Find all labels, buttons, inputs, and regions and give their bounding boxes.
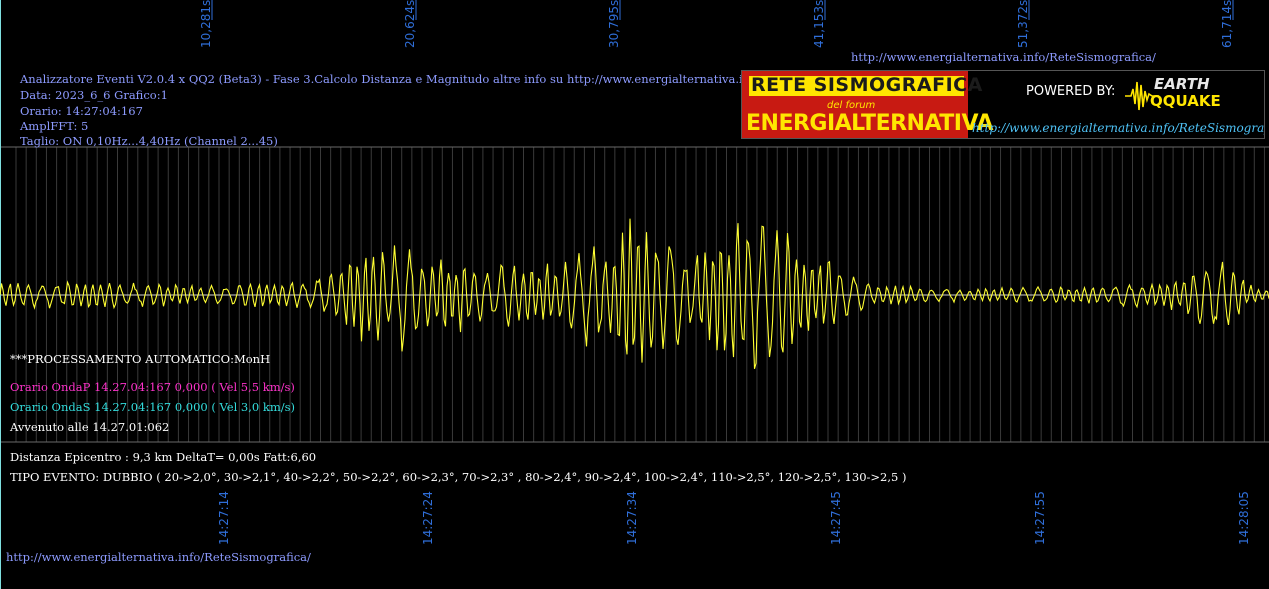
header-title: Analizzatore Eventi V2.0.4 x QQ2 (Beta3)…	[20, 72, 821, 86]
logo-yellow-bar	[749, 76, 964, 96]
bottom-tick-label: 14:27:45	[829, 491, 843, 545]
logo-subtitle: del forum	[827, 100, 876, 111]
bottom-tick-label: 14:28:05	[1237, 491, 1251, 545]
logo-brand: ENERGIALTERNATIVA	[746, 111, 994, 136]
top-tick-label: 51,372s	[1016, 0, 1030, 48]
event-time: Avvenuto alle 14.27.01:062	[10, 420, 170, 434]
top-tick-label: 30,795s	[607, 0, 621, 48]
top-tick-label: 41,153s	[812, 0, 826, 48]
bottom-tick-label: 14:27:24	[421, 491, 435, 545]
logo-title: RETE SISMOGRAFICA	[751, 74, 983, 96]
earthquake-logo-top: EARTH	[1154, 75, 1210, 93]
rete-sismografica-logo: RETE SISMOGRAFICA del forum ENERGIALTERN…	[741, 70, 1265, 139]
top-time-axis: 10,281s 20,624s 30,795s 41,153s 51,372s 61,71…	[199, 0, 1234, 48]
bottom-tick-label: 14:27:14	[217, 491, 231, 545]
bottom-site-link[interactable]: http://www.energialternativa.info/ReteSi…	[6, 550, 311, 564]
epicenter-distance: Distanza Epicentro : 9,3 km DeltaT= 0,00…	[10, 450, 317, 464]
header-ampl: AmplFFT: 5	[20, 119, 89, 133]
logo-site-link[interactable]: http://www.energialternativa.info/ReteSi…	[972, 121, 1265, 135]
bottom-clock-axis: 14:27:14 14:27:24 14:27:34 14:27:45 14:27:55…	[217, 491, 1251, 545]
seismic-trace	[0, 218, 1269, 369]
powered-by-label: POWERED BY:	[1026, 84, 1116, 99]
earthquake-logo-bottom: QQUAKE	[1150, 92, 1221, 110]
header-time: Orario: 14:27:04:167	[20, 104, 143, 118]
top-tick-label: 61,714s	[1220, 0, 1234, 48]
processing-label: ***PROCESSAMENTO AUTOMATICO:MonH	[10, 352, 271, 366]
seismograph-icon	[1125, 81, 1159, 111]
onda-s-time: Orario OndaS 14.27.04:167 0,000 ( Vel 3,…	[10, 400, 296, 414]
event-type: TIPO EVENTO: DUBBIO ( 20->2,0°, 30->2,1°…	[10, 470, 907, 484]
top-tick-label: 10,281s	[199, 0, 213, 48]
bottom-tick-label: 14:27:34	[625, 491, 639, 545]
onda-p-time: Orario OndaP 14.27.04:167 0,000 ( Vel 5,…	[10, 380, 295, 394]
header-date: Data: 2023_6_6 Grafico:1	[20, 88, 168, 102]
bottom-tick-label: 14:27:55	[1033, 491, 1047, 545]
top-site-link[interactable]: http://www.energialternativa.info/ReteSi…	[851, 50, 1156, 64]
header-cut: Taglio: ON 0,10Hz...4,40Hz (Channel 2...…	[20, 134, 278, 148]
top-tick-label: 20,624s	[403, 0, 417, 48]
